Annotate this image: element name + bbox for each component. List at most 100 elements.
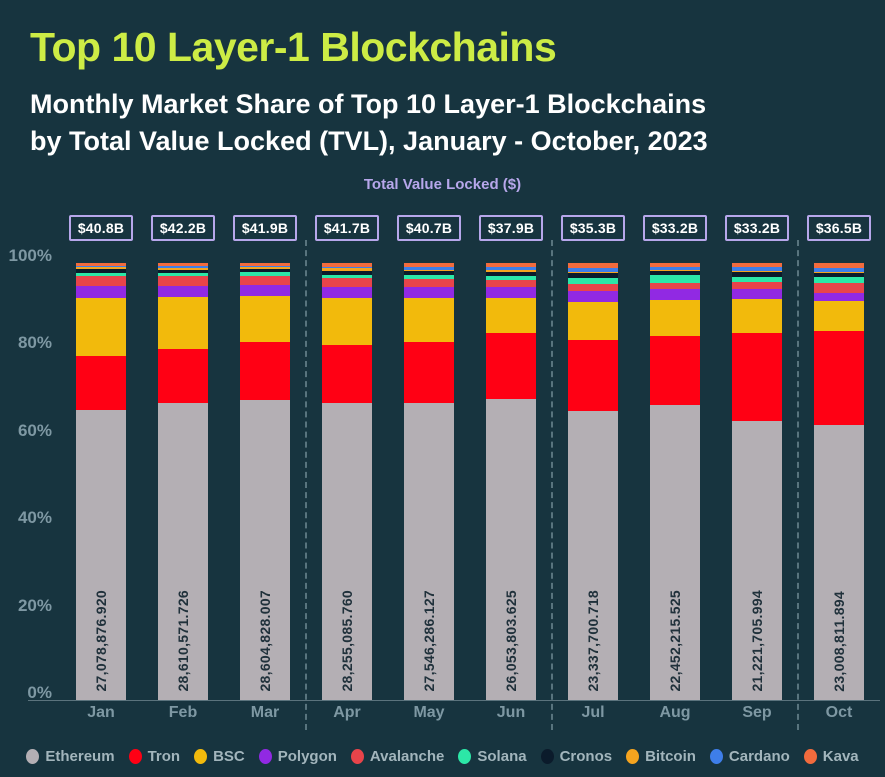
- stacked-bar-jul: 23,337,700.718: [568, 263, 618, 700]
- legend-item-ethereum: Ethereum: [26, 748, 115, 765]
- tvl-badge: $41.9B: [232, 215, 298, 241]
- segment-polygon: [486, 287, 536, 298]
- segment-cronos: [240, 269, 290, 273]
- segment-avalanche: [76, 276, 126, 287]
- segment-bsc: [404, 297, 454, 342]
- segment-cardano: [404, 267, 454, 270]
- segment-kava: [322, 263, 372, 267]
- segment-solana: [814, 277, 864, 283]
- cronos-color-dot-icon: [540, 748, 554, 764]
- segment-bsc: [158, 296, 208, 350]
- segment-avalanche: [568, 284, 618, 292]
- segment-cardano: [650, 267, 700, 270]
- x-tick-mar: Mar: [250, 704, 280, 721]
- x-label-slot: Jun: [470, 704, 552, 722]
- bar-slot: 28,255,085.760: [306, 263, 388, 700]
- y-tick-20pct: 20%: [17, 595, 52, 615]
- x-label-slot: May: [388, 704, 470, 722]
- segment-tron: [568, 339, 618, 412]
- tvl-badge: $36.5B: [806, 215, 872, 241]
- segment-tron: [158, 349, 208, 404]
- segment-bitcoin: [814, 271, 864, 273]
- legend-item-avalanche: Avalanche: [350, 748, 444, 765]
- segment-bitcoin: [650, 269, 700, 271]
- bar-slot: 21,221,705.994: [716, 263, 798, 700]
- stacked-bar-mar: 28,604,828.007: [240, 263, 290, 700]
- segment-bsc: [568, 301, 618, 340]
- segment-avalanche: [732, 282, 782, 289]
- tvl-badge: $42.2B: [150, 215, 216, 241]
- legend-item-cardano: Cardano: [709, 747, 790, 765]
- y-tick-0pct: 0%: [27, 683, 52, 702]
- segment-polygon: [404, 287, 454, 298]
- x-label-slot: Aug: [634, 704, 716, 722]
- segment-bitcoin: [404, 269, 454, 272]
- segment-polygon: [76, 286, 126, 298]
- segment-cronos: [76, 268, 126, 273]
- ethereum-tvl-value: 26,053,803.625: [503, 590, 519, 692]
- segment-kava: [404, 263, 454, 267]
- segment-polygon: [158, 285, 208, 297]
- segment-cronos: [814, 272, 864, 278]
- x-label-slot: Mar: [224, 704, 306, 722]
- segment-cardano: [76, 265, 126, 267]
- segment-tron: [76, 355, 126, 410]
- bar-slot: 26,053,803.625: [470, 263, 552, 700]
- ethereum-tvl-value: 28,255,085.760: [339, 590, 355, 692]
- segment-polygon: [240, 285, 290, 297]
- stacked-bar-may: 27,546,286.127: [404, 263, 454, 700]
- segment-solana: [650, 275, 700, 283]
- segment-tron: [322, 344, 372, 404]
- ethereum-tvl-value: 21,221,705.994: [749, 590, 765, 692]
- segment-bitcoin: [568, 271, 618, 274]
- segment-cardano: [486, 267, 536, 271]
- legend-label: BSC: [213, 747, 245, 765]
- legend-label: Cardano: [728, 747, 790, 765]
- segment-tron: [650, 336, 700, 405]
- segment-tron: [240, 342, 290, 401]
- stacked-bar-aug: 22,452,215.525: [650, 263, 700, 700]
- segment-kava: [568, 263, 618, 268]
- x-tick-jun: Jun: [496, 704, 526, 721]
- y-tick-40pct: 40%: [17, 508, 52, 528]
- segment-cardano: [568, 267, 618, 272]
- segment-ethereum: [158, 403, 208, 700]
- segment-cardano: [732, 267, 782, 271]
- bar-slot: 22,452,215.525: [634, 263, 716, 700]
- legend-label: Cronos: [559, 747, 613, 765]
- ethereum-tvl-value: 23,337,700.718: [585, 590, 601, 692]
- bsc-color-dot-icon: [194, 748, 208, 764]
- segment-ethereum: [486, 399, 536, 700]
- segment-cronos: [404, 271, 454, 276]
- segment-avalanche: [814, 282, 864, 293]
- segment-ethereum: [814, 424, 864, 700]
- segment-bsc: [240, 296, 290, 343]
- bar-slot: 28,604,828.007: [224, 263, 306, 700]
- bar-slot: 27,546,286.127: [388, 263, 470, 700]
- x-label-slot: Oct: [798, 704, 880, 722]
- ethereum-tvl-value: 27,546,286.127: [421, 590, 437, 692]
- legend-label: Kava: [822, 747, 859, 765]
- segment-solana: [322, 274, 372, 278]
- x-label-slot: Apr: [306, 704, 388, 722]
- cardano-color-dot-icon: [709, 748, 723, 764]
- y-tick-60pct: 60%: [17, 420, 52, 440]
- segment-solana: [568, 277, 618, 285]
- legend-item-bsc: BSC: [194, 748, 245, 765]
- segment-ethereum: [568, 411, 618, 700]
- segment-cronos: [158, 269, 208, 273]
- plot-area: 27,078,876.920 28,610,571.726 28,604,828.0…: [60, 263, 880, 700]
- tvl-badge-slot: $40.7B: [388, 215, 470, 241]
- stacked-bar-feb: 28,610,571.726: [158, 263, 208, 700]
- x-axis-line: [28, 700, 880, 701]
- y-tick-100pct: 100%: [8, 246, 52, 265]
- segment-ethereum: [404, 403, 454, 700]
- segment-solana: [158, 272, 208, 277]
- tvl-badge-slot: $40.8B: [60, 215, 142, 241]
- tvl-badge: $40.7B: [396, 215, 462, 241]
- x-tick-jan: Jan: [87, 704, 115, 721]
- polygon-color-dot-icon: [258, 748, 272, 764]
- legend-item-kava: Kava: [803, 747, 859, 765]
- segment-solana: [486, 275, 536, 281]
- tvl-badge-slot: $42.2B: [142, 215, 224, 241]
